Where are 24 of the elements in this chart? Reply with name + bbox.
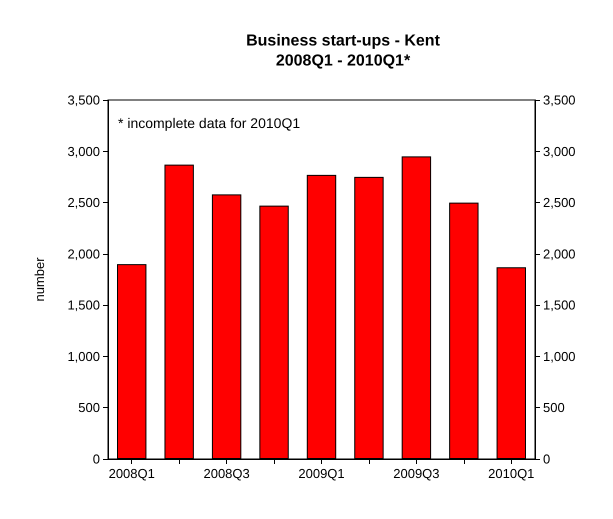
y-tick-label: 1,000 (67, 348, 100, 364)
x-tick-label: 2009Q3 (393, 466, 440, 481)
y-axis-title: number (32, 256, 47, 302)
x-tick-label: 2010Q1 (488, 466, 534, 481)
y-tick-label: 1,500 (67, 298, 100, 313)
y2-tick-label: 3,500 (543, 92, 576, 108)
annotation: * incomplete data for 2010Q1 (118, 115, 300, 131)
y2-tick-label: 2,500 (543, 195, 576, 210)
y-tick-label: 2,500 (67, 195, 100, 210)
y-tick-label: 3,000 (67, 144, 100, 159)
y-tick-label: 0 (92, 452, 100, 466)
y2-tick-label: 1,500 (543, 298, 576, 313)
y-tick-label: 500 (78, 400, 100, 416)
y-tick-label: 2,000 (67, 246, 100, 262)
x-tick-label: 2008Q3 (203, 466, 250, 481)
chart-title: Business start-ups - Kent 2008Q1 - 2010Q1* (246, 32, 441, 70)
x-tick-label: 2009Q1 (298, 466, 345, 481)
y2-tick-label: 1,000 (543, 348, 576, 364)
y-tick-label: 3,500 (67, 92, 100, 108)
y2-tick-label: 0 (543, 452, 550, 466)
y2-tick-label: 3,000 (543, 144, 576, 159)
x-tick-label: 2008Q1 (108, 466, 155, 481)
y2-tick-label: 2,000 (543, 246, 576, 262)
y2-tick-label: 500 (543, 400, 565, 416)
